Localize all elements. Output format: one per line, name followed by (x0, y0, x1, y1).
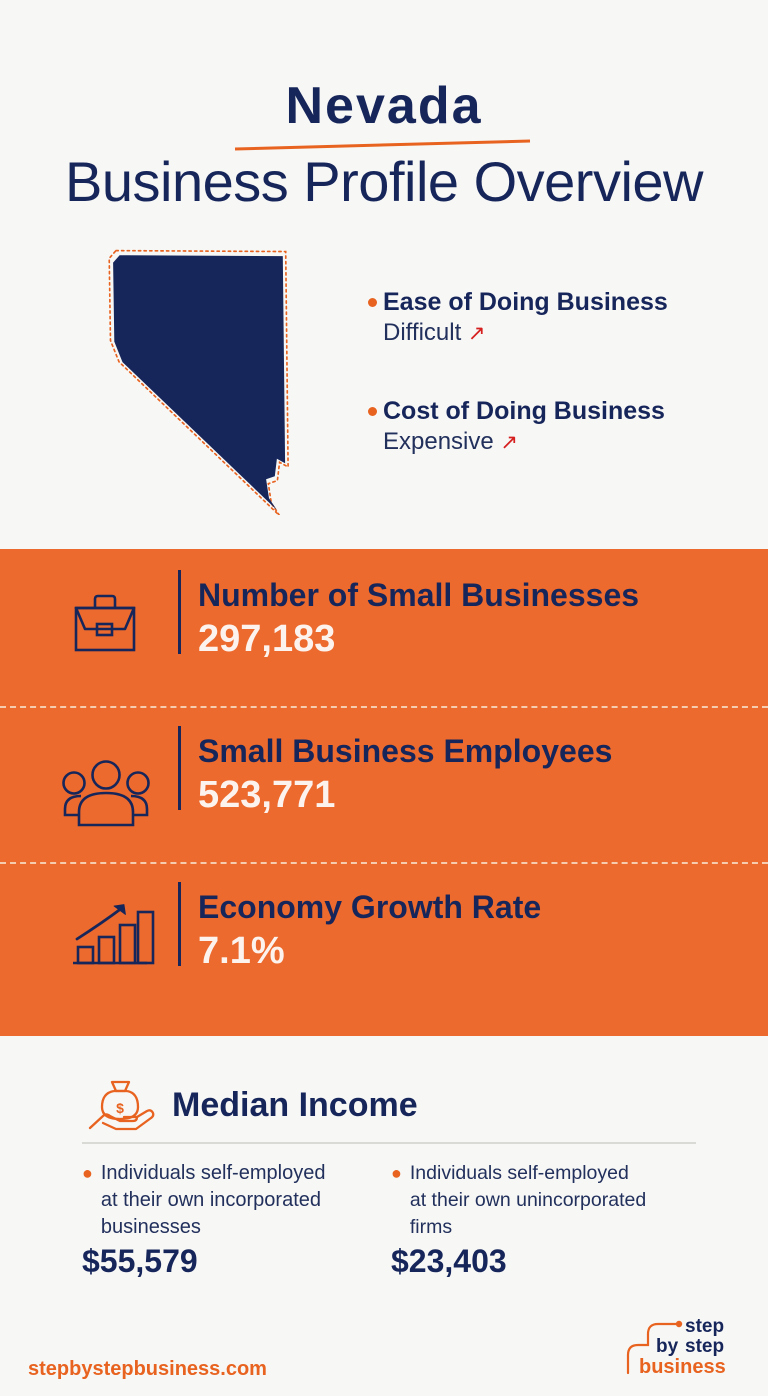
svg-text:business: business (639, 1356, 726, 1377)
svg-text:step: step (685, 1336, 724, 1357)
svg-text:step: step (685, 1316, 724, 1337)
svg-text:$: $ (116, 1100, 124, 1116)
svg-text:by: by (656, 1336, 679, 1357)
